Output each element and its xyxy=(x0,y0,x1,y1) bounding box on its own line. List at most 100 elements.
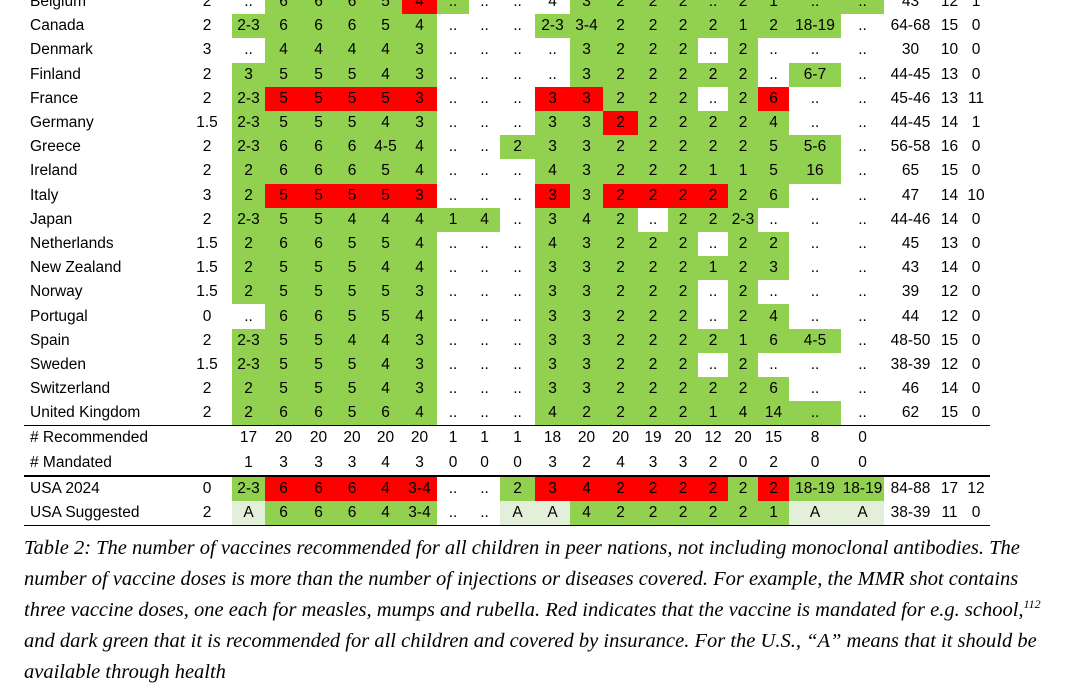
table-cell: .. xyxy=(789,401,841,426)
row-label: Finland xyxy=(30,65,81,83)
table-cell: 1 xyxy=(698,256,728,281)
row-label: Portugal xyxy=(30,307,88,325)
table-cell: 2 xyxy=(182,62,232,87)
table-cell: 15 xyxy=(937,401,962,426)
table-cell: 3 xyxy=(570,183,603,208)
table-cell: 3 xyxy=(535,86,570,111)
table-cell: 2 xyxy=(668,110,698,136)
table-cell: 2 xyxy=(603,38,638,63)
table-cell: 5 xyxy=(265,62,302,87)
table-row: Ireland 2 2 6 6 6 5 4...... 4 3 2 2 2 1 1 5 16.. 65 15 0 xyxy=(24,159,990,184)
table-cell: 6 xyxy=(302,474,335,501)
table-cell: .. xyxy=(500,304,535,329)
table-cell: 2 xyxy=(698,450,728,476)
table-row: Belgium 2.. 6 6 6 5 4...... 4 3 2 2 2.. 2 1.... 43 12 1 xyxy=(24,0,990,15)
table-cell: 5 xyxy=(265,352,302,377)
table-cell: .. xyxy=(758,280,789,305)
table-cell: .. xyxy=(535,38,570,63)
table-cell: 3 xyxy=(570,304,603,329)
table-cell: 19 xyxy=(638,425,668,451)
table-cell: 2 xyxy=(603,14,638,39)
table-cell: 5 xyxy=(265,377,302,402)
table-cell: 5 xyxy=(302,110,335,136)
table-cell: .. xyxy=(500,377,535,402)
table-cell: 2-3 xyxy=(232,328,265,353)
table-cell: 3 xyxy=(570,135,603,160)
table-cell: 2-3 xyxy=(728,207,758,232)
table-cell: 18-19 xyxy=(841,474,884,501)
table-cell: 43 xyxy=(884,0,937,15)
table-cell: 2 xyxy=(182,500,232,527)
table-cell: 4 xyxy=(369,500,402,527)
table-cell: 4 xyxy=(369,328,402,353)
table-cell: 4 xyxy=(535,159,570,184)
table-cell: 0 xyxy=(182,304,232,329)
table-cell: 2 xyxy=(668,377,698,402)
table-cell: 3 xyxy=(570,352,603,377)
table-cell: 2 xyxy=(728,352,758,377)
table-cell: 20 xyxy=(668,425,698,451)
table-cell: 1.5 xyxy=(182,231,232,257)
row-label: # Mandated xyxy=(30,453,112,471)
table-cell: 0 xyxy=(962,304,990,329)
table-cell: 2 xyxy=(638,352,668,377)
table-cell: 2 xyxy=(668,328,698,353)
table-cell: .. xyxy=(789,86,841,111)
table-cell: 15 xyxy=(937,14,962,39)
table-cell: 17 xyxy=(937,474,962,501)
table-cell xyxy=(937,425,962,451)
table-cell: 13 xyxy=(937,86,962,111)
table-cell: 2 xyxy=(698,110,728,136)
table-cell: 20 xyxy=(335,425,369,451)
table-cell: 0 xyxy=(962,231,990,257)
table-cell: 6 xyxy=(335,0,369,15)
table-cell: 5 xyxy=(335,86,369,111)
table-cell: 45 xyxy=(884,231,937,257)
table-cell: 14 xyxy=(937,207,962,232)
table-cell: .. xyxy=(469,110,500,136)
table-cell: 2 xyxy=(638,474,668,501)
table-cell: .. xyxy=(500,14,535,39)
table-cell: 2 xyxy=(182,0,232,15)
table-cell: 4 xyxy=(535,0,570,15)
table-cell: 2 xyxy=(668,159,698,184)
table-cell: 4 xyxy=(369,62,402,87)
table-cell: .. xyxy=(758,38,789,63)
table-cell: 2 xyxy=(182,14,232,39)
table-cell: 2 xyxy=(182,86,232,111)
table-cell: 20 xyxy=(728,425,758,451)
table-cell: 3 xyxy=(265,450,302,476)
table-cell: 4 xyxy=(369,377,402,402)
table-cell: 14 xyxy=(758,401,789,426)
table-cell: 0 xyxy=(962,352,990,377)
table-cell: 2 xyxy=(232,183,265,208)
table-cell: 2 xyxy=(668,280,698,305)
table-cell: 2 xyxy=(638,62,668,87)
table-cell: 0 xyxy=(962,401,990,426)
table-cell: .. xyxy=(500,352,535,377)
table-cell: 62 xyxy=(884,401,937,426)
table-cell: 0 xyxy=(500,450,535,476)
table-cell: 4 xyxy=(402,14,437,39)
table-cell: 2 xyxy=(758,450,789,476)
table-cell: 2 xyxy=(668,500,698,527)
table-cell: 5-6 xyxy=(789,135,841,160)
table-cell: 5 xyxy=(302,207,335,232)
table-cell: 1 xyxy=(500,425,535,451)
table-cell: 65 xyxy=(884,159,937,184)
table-cell: 5 xyxy=(758,135,789,160)
table-cell: 2 xyxy=(603,352,638,377)
table-cell: 2 xyxy=(698,474,728,501)
table-cell: 2 xyxy=(232,231,265,257)
table-cell: 4 xyxy=(265,38,302,63)
table-cell xyxy=(962,425,990,451)
table-cell: 0 xyxy=(962,377,990,402)
caption-text-continued: and dark green that it is recommended fo… xyxy=(24,630,1037,683)
table-cell: 2 xyxy=(758,231,789,257)
table-cell: 6 xyxy=(758,377,789,402)
table-cell: .. xyxy=(841,401,884,426)
table-cell: 2 xyxy=(728,256,758,281)
table-cell: 5 xyxy=(335,110,369,136)
table-cell: 5 xyxy=(369,231,402,257)
row-label: Germany xyxy=(30,114,94,132)
